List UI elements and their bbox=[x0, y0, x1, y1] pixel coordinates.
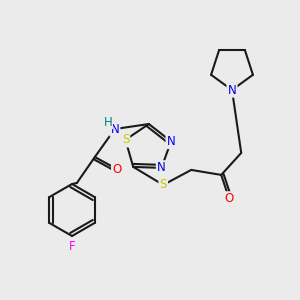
Text: N: N bbox=[157, 161, 166, 174]
Text: F: F bbox=[69, 239, 75, 253]
Text: S: S bbox=[160, 178, 167, 191]
Text: N: N bbox=[110, 122, 119, 136]
Text: S: S bbox=[122, 133, 129, 146]
Text: H: H bbox=[103, 116, 112, 128]
Text: O: O bbox=[225, 192, 234, 206]
Text: O: O bbox=[112, 163, 122, 176]
Text: N: N bbox=[167, 135, 176, 148]
Text: N: N bbox=[228, 83, 236, 97]
